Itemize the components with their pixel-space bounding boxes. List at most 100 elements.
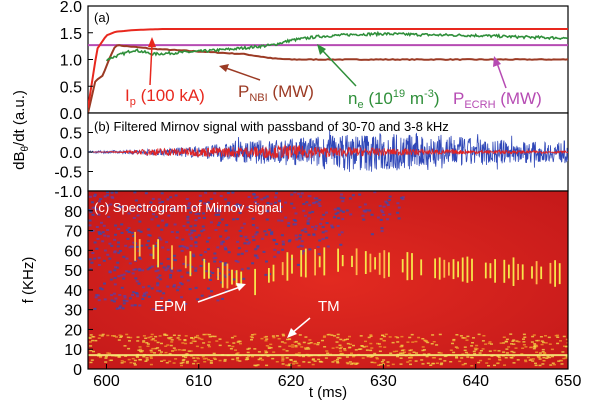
- spectrogram-noise-pixel: [138, 220, 142, 223]
- spectrogram-low-band-pixel: [455, 334, 459, 336]
- spectrogram-low-band-pixel: [343, 338, 347, 341]
- spectrogram-noise-pixel: [150, 265, 154, 268]
- spectrogram-noise-pixel: [97, 256, 101, 259]
- spectrogram-low-band-pixel: [135, 355, 139, 358]
- spectrogram-low-band-pixel: [246, 351, 250, 354]
- spectrogram-low-band-pixel: [357, 348, 361, 350]
- spectrogram-noise-pixel: [275, 192, 278, 195]
- spectrogram-noise-pixel: [118, 307, 121, 309]
- spectrogram-noise-pixel: [273, 248, 277, 251]
- spectrogram-noise-pixel: [300, 240, 304, 243]
- spectrogram-noise-pixel: [160, 297, 164, 300]
- epm-streak: [254, 268, 256, 296]
- spectrogram-low-band-pixel: [475, 344, 479, 347]
- spectrogram-low-band-pixel: [436, 362, 439, 364]
- spectrogram-low-band-pixel: [264, 340, 268, 342]
- spectrogram-low-band-pixel: [538, 364, 542, 367]
- spectrogram-noise-pixel: [292, 206, 296, 209]
- spectrogram-low-band-pixel: [424, 340, 428, 342]
- spectrogram-low-band-pixel: [181, 359, 185, 362]
- spectrogram-noise-pixel: [315, 200, 319, 203]
- spectrogram-low-band-pixel: [125, 333, 129, 336]
- spectrogram-noise-pixel: [264, 233, 268, 236]
- spectrogram-low-band-pixel: [348, 361, 352, 363]
- epm-streak: [235, 270, 238, 286]
- spectrogram-noise-pixel: [254, 233, 258, 236]
- spectrogram-low-band-pixel: [465, 339, 469, 341]
- spectrogram-low-band-pixel: [524, 346, 528, 348]
- spectrogram-noise-pixel: [197, 217, 201, 219]
- spectrogram-low-band-pixel: [336, 336, 340, 339]
- spectrogram-low-band-pixel: [449, 349, 453, 351]
- spectrogram-noise-pixel: [94, 296, 98, 299]
- spectrogram-low-band-pixel: [184, 342, 188, 345]
- spectrogram-noise-pixel: [110, 299, 114, 302]
- spectrogram-low-band-pixel: [92, 350, 95, 353]
- spectrogram-low-band-pixel: [195, 345, 199, 348]
- spectrogram-low-band-pixel: [463, 362, 467, 365]
- spectrogram-low-band-pixel: [479, 359, 483, 362]
- spectrogram-low-band-pixel: [499, 342, 503, 344]
- spectrogram-low-band-pixel: [207, 345, 211, 348]
- spectrogram-low-band-pixel: [291, 344, 295, 346]
- spectrogram-low-band-pixel: [415, 352, 418, 354]
- spectrogram-noise-pixel: [118, 305, 122, 308]
- spectrogram-low-band-pixel: [331, 361, 335, 363]
- spectrogram-noise-pixel: [190, 238, 194, 241]
- spectrogram-low-band-pixel: [524, 359, 527, 361]
- spectrogram-noise-pixel: [151, 308, 155, 311]
- epm-streak: [484, 262, 487, 279]
- spectrogram-noise-pixel: [178, 245, 182, 248]
- spectrogram-low-band-pixel: [160, 342, 163, 345]
- epm-streak: [171, 245, 173, 270]
- spectrogram-low-band-pixel: [496, 355, 500, 357]
- arrow-tm: [291, 317, 311, 334]
- spectrogram-low-band-pixel: [282, 334, 286, 337]
- panel-c-ytick-label: 70: [64, 224, 82, 241]
- spectrogram-low-band-pixel: [146, 345, 150, 347]
- spectrogram-noise-pixel: [313, 197, 317, 200]
- spectrogram-noise-pixel: [363, 210, 367, 213]
- spectrogram-low-band-pixel: [160, 351, 163, 353]
- spectrogram-noise-pixel: [117, 275, 121, 278]
- spectrogram-low-band-pixel: [236, 341, 240, 343]
- spectrogram-low-band-pixel: [367, 336, 371, 339]
- spectrogram-low-band-pixel: [307, 361, 311, 364]
- spectrogram-low-band-pixel: [211, 335, 215, 338]
- spectrogram-low-band-pixel: [449, 361, 453, 363]
- spectrogram-low-band-pixel: [375, 358, 379, 360]
- panel-a: (a) 0.0 0.5 1.0 1.5 2.0 Ip (100 kA) PNBI (MW…: [60, 0, 569, 123]
- spectrogram-low-band-pixel: [213, 358, 217, 360]
- spectrogram-low-band-pixel: [430, 343, 434, 345]
- spectrogram-low-band-pixel: [198, 337, 202, 340]
- spectrogram-low-band-pixel: [190, 337, 194, 339]
- spectrogram-noise-pixel: [117, 205, 121, 208]
- spectrogram-noise-pixel: [158, 278, 162, 281]
- spectrogram-noise-pixel: [388, 195, 392, 198]
- spectrogram-low-band-pixel: [313, 343, 317, 345]
- spectrogram-low-band-pixel: [265, 338, 269, 340]
- x-tick-label: 640: [462, 373, 489, 390]
- spectrogram-noise-pixel: [102, 224, 106, 227]
- spectrogram-noise-pixel: [218, 260, 222, 263]
- spectrogram-low-band-pixel: [529, 358, 533, 360]
- spectrogram-noise-pixel: [198, 194, 202, 197]
- spectrogram-low-band-pixel: [336, 357, 340, 359]
- spectrogram-noise-pixel: [136, 295, 140, 298]
- spectrogram-noise-pixel: [278, 199, 281, 202]
- spectrogram-low-band-pixel: [452, 351, 456, 354]
- spectrogram-noise-pixel: [186, 215, 190, 218]
- spectrogram-low-band-pixel: [326, 333, 330, 336]
- spectrogram-low-band-pixel: [463, 349, 467, 352]
- spectrogram-low-band-pixel: [394, 336, 398, 338]
- spectrogram-low-band-pixel: [382, 335, 386, 338]
- spectrogram-low-band-pixel: [170, 341, 174, 343]
- spectrogram-noise-pixel: [294, 223, 298, 226]
- spectrogram-noise-pixel: [199, 254, 203, 257]
- spectrogram-noise-pixel: [107, 215, 111, 218]
- spectrogram-low-band-pixel: [281, 333, 285, 336]
- spectrogram-low-band-pixel: [460, 357, 464, 359]
- spectrogram-noise-pixel: [122, 302, 126, 305]
- epm-streak: [314, 249, 316, 276]
- spectrogram-noise-pixel: [317, 253, 321, 255]
